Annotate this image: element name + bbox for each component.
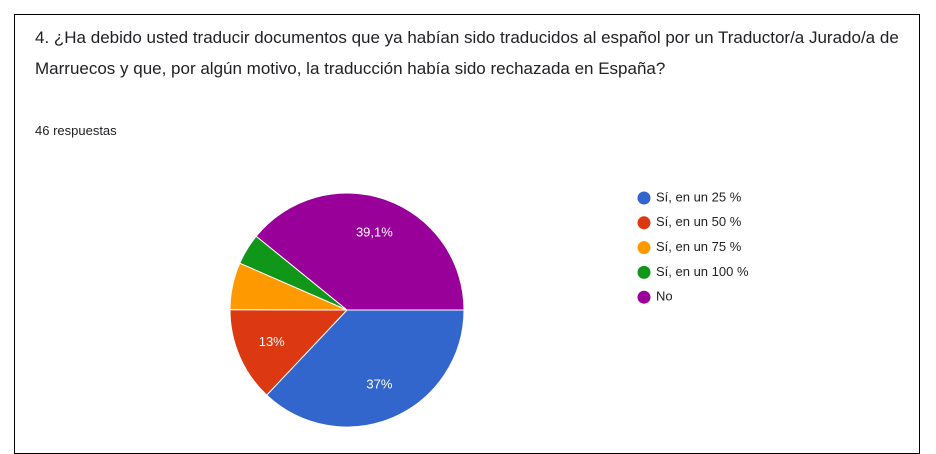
pie-slice	[255, 192, 465, 311]
slice-label: 13%	[259, 334, 285, 349]
legend-label: No	[656, 289, 673, 304]
page: 4. ¿Ha debido usted traducir documentos …	[14, 14, 920, 454]
pie-slice	[229, 309, 349, 396]
slice-label: 39,1%	[356, 224, 393, 239]
chart-title: 4. ¿Ha debido usted traducir documentos …	[35, 28, 899, 78]
legend-label: Sí, en un 50 %	[656, 214, 742, 229]
legend-label: Sí, en un 75 %	[656, 239, 742, 254]
legend-marker	[637, 191, 651, 205]
legend-marker	[637, 290, 651, 304]
pie-slice	[266, 309, 465, 428]
slice-label: 37%	[366, 377, 392, 392]
chart: 37% 13% 39,1% Sí, en un 25 % Sí, en un 50 % S…	[229, 189, 749, 428]
legend-marker	[637, 216, 651, 230]
legend-label: Sí, en un 25 %	[656, 189, 742, 204]
legend-marker	[637, 241, 651, 255]
legend-marker	[637, 265, 651, 279]
legend-label: Sí, en un 100 %	[656, 264, 749, 279]
chart-subtitle: 46 respuestas	[35, 123, 117, 138]
